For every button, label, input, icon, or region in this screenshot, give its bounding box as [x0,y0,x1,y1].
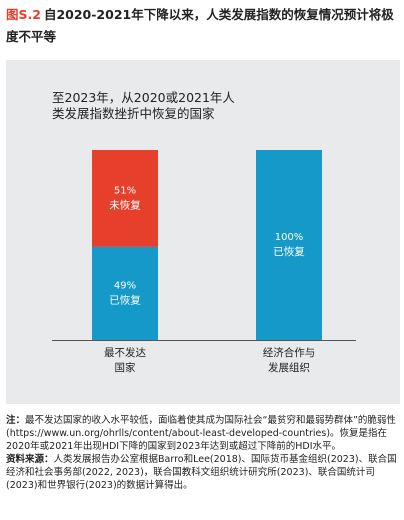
source-paragraph: 资料来源：人类发展报告办公室根据Barro和Lee(2018)、国际货币基金组织… [6,453,400,492]
bar-series-label-1-1: 已恢复 [109,293,141,306]
chart-title-line-1: 至2023年，从2020或2021年人 [52,90,235,105]
figure-title: 图S.2 自2020-2021年下降以来，人类发展指数的恢复情况预计将极度不平等 [6,4,398,48]
figure-label: 图S.2 [6,7,41,22]
category-label-2-line-2: 发展组织 [268,361,310,374]
bar-1-2 [92,150,158,247]
category-label-2-line-1: 经济合作与 [263,346,316,359]
note-label: 注： [6,415,26,426]
source-text: 人类发展报告办公室根据Barro和Lee(2018)、国际货币基金组织(2023… [6,454,397,491]
category-label-1-line-1: 最不发达 [104,346,146,359]
bar-1-1 [92,246,158,340]
bar-2-1 [256,150,322,340]
figure-title-text: 自2020-2021年下降以来，人类发展指数的恢复情况预计将极度不平等 [6,7,394,44]
bar-series-label-2-1: 已恢复 [273,245,305,258]
notes-section: 注：最不发达国家的收入水平较低，面临着使其成为国际社会“最贫穷和最弱势群体”的脆… [6,414,400,492]
bar-value-label-1-1: 49% [114,280,136,291]
category-label-1-line-2: 国家 [115,361,136,374]
bar-series-label-1-2: 未恢复 [109,198,141,211]
chart-title: 至2023年，从2020或2021年人 类发展指数挫折中恢复的国家 [52,90,302,122]
chart-panel [6,60,400,404]
note-text: 最不发达国家的收入水平较低，面临着使其成为国际社会“最贫穷和最弱势群体”的脆弱性… [6,415,396,452]
bar-value-label-2-1: 100% [275,232,304,243]
note-paragraph: 注：最不发达国家的收入水平较低，面临着使其成为国际社会“最贫穷和最弱势群体”的脆… [6,414,400,453]
source-label: 资料来源： [6,454,54,465]
chart-title-line-2: 类发展指数挫折中恢复的国家 [52,106,215,121]
bar-value-label-1-2: 51% [114,185,136,196]
